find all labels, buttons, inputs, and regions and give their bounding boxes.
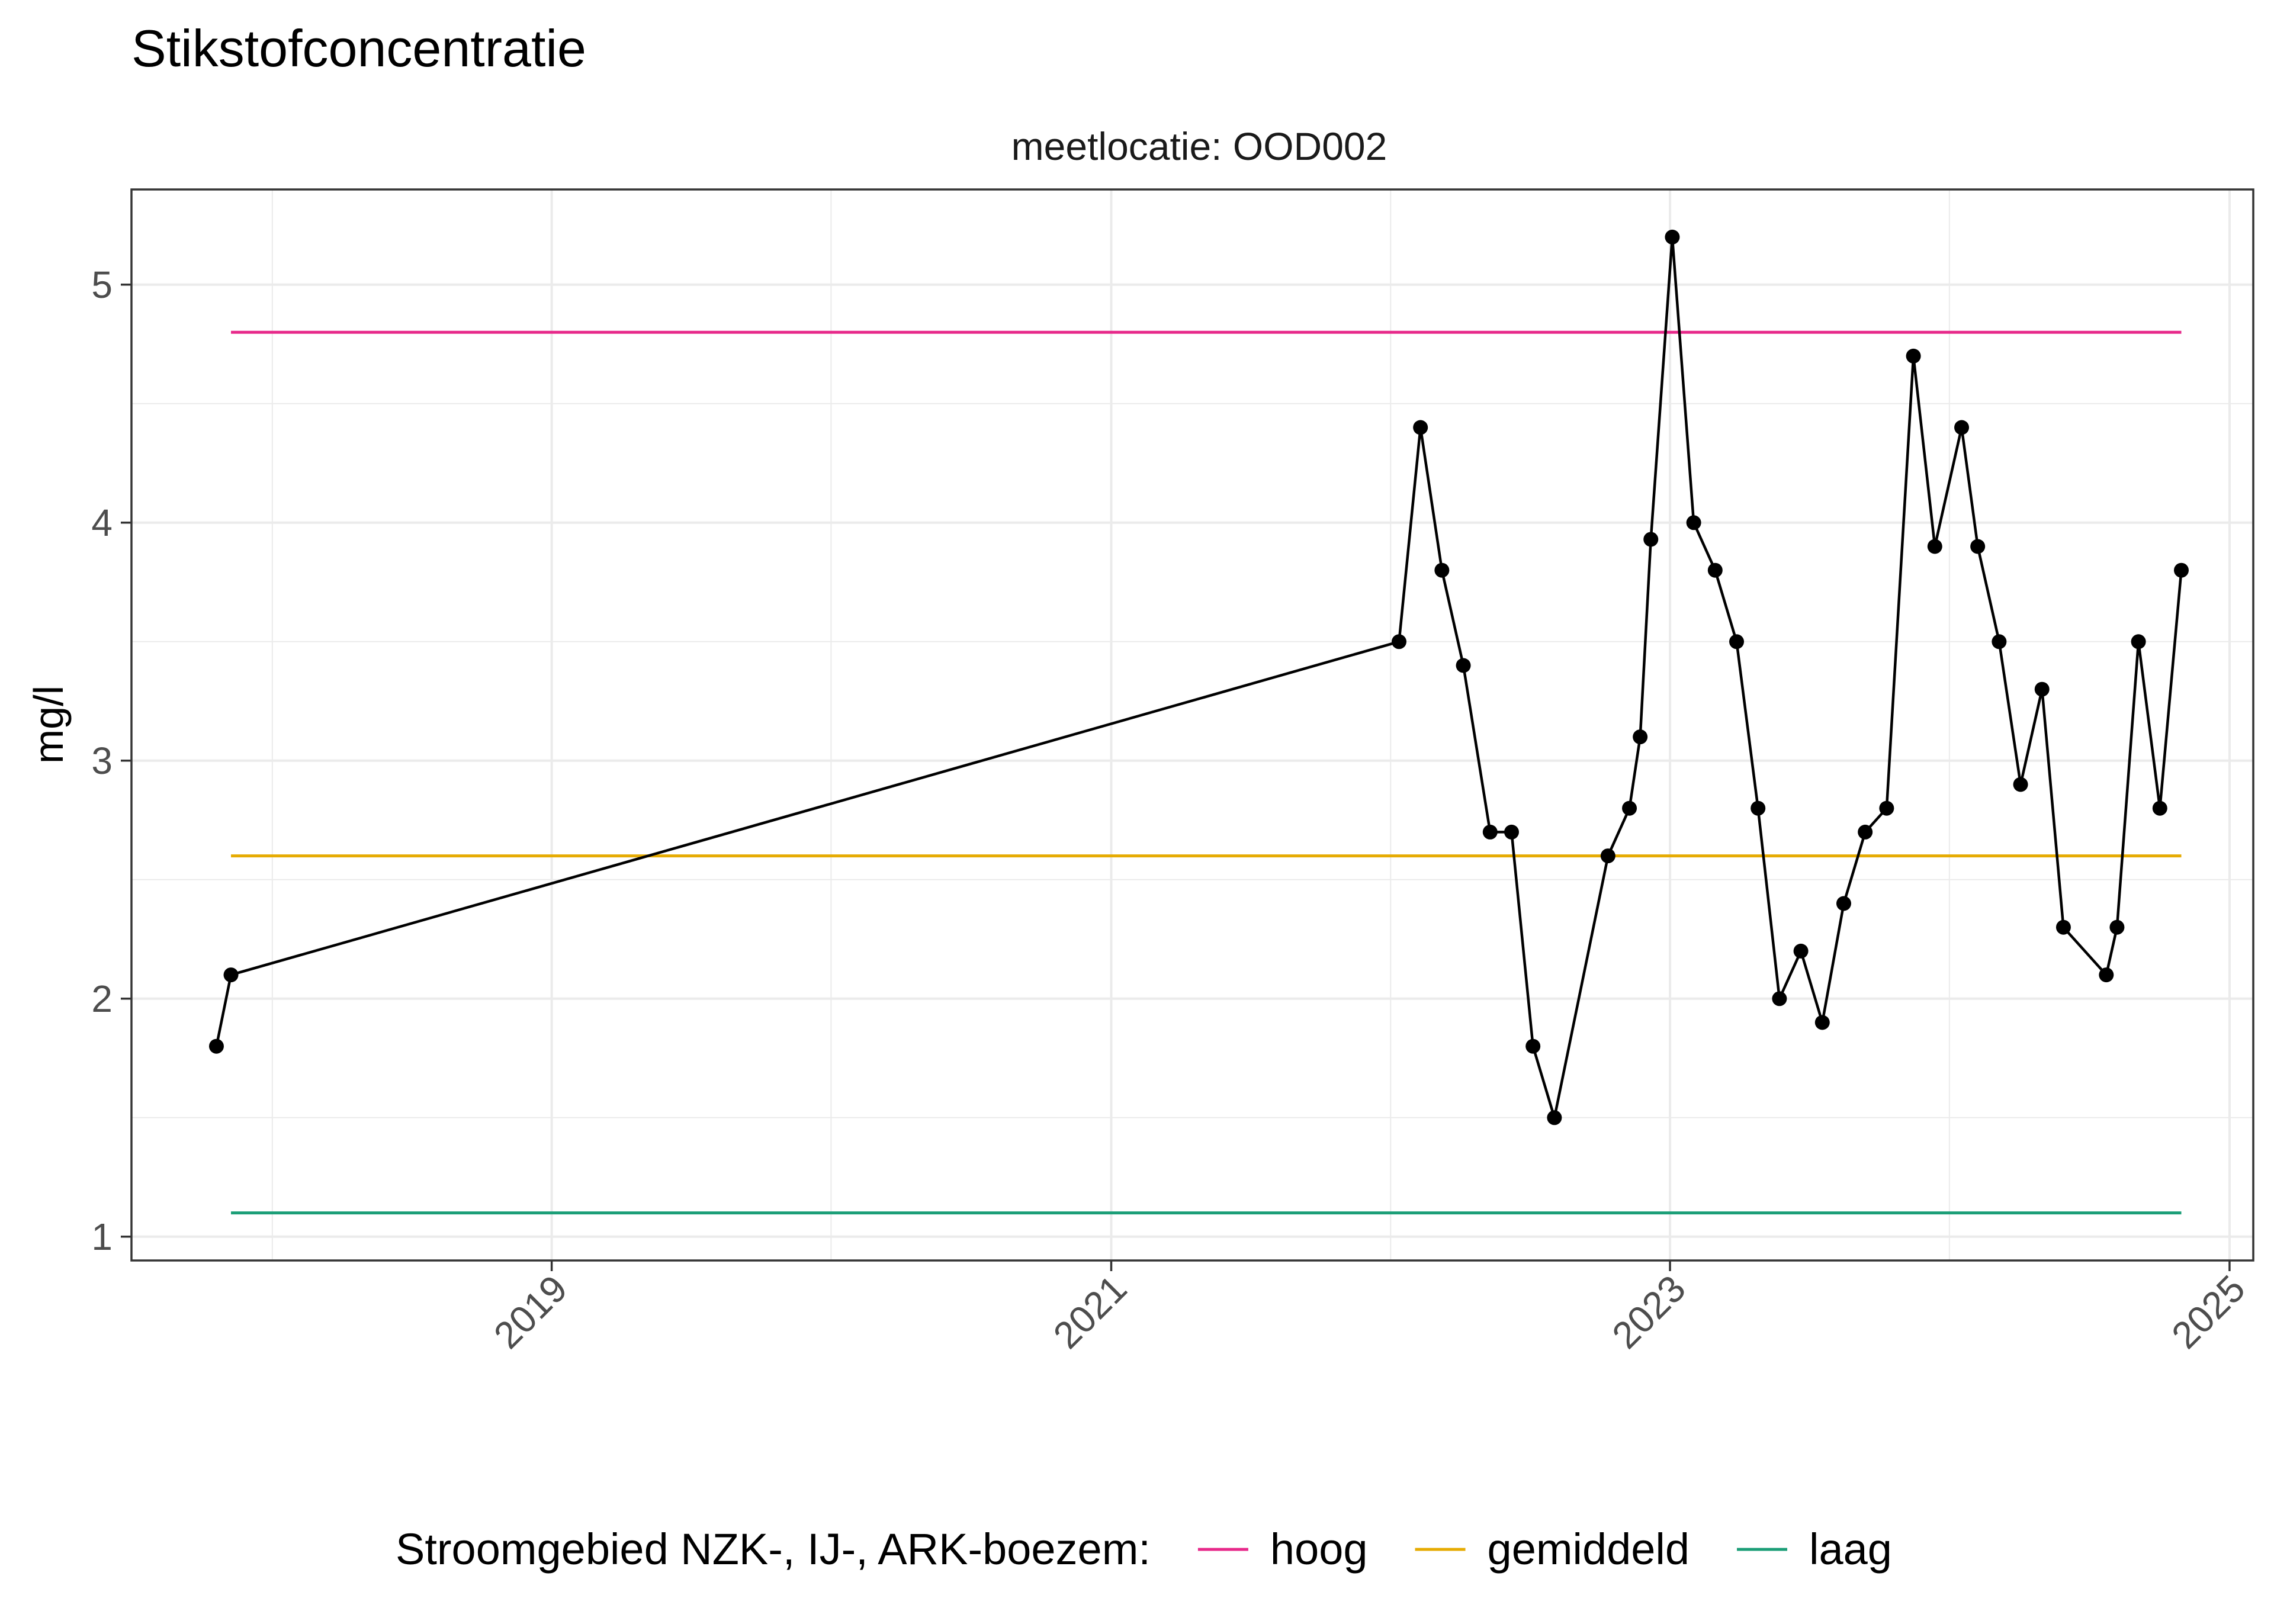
data-point — [1879, 800, 1894, 816]
data-point — [1992, 634, 2007, 649]
plot-panel-border — [130, 188, 2254, 1262]
chart-subtitle: meetlocatie: OOD002 — [1011, 124, 1387, 168]
measurement-series — [208, 229, 2189, 1125]
data-point — [208, 1038, 224, 1054]
y-tick-label: 1 — [91, 1215, 113, 1258]
data-point — [1633, 729, 1648, 745]
data-point — [1391, 634, 1406, 649]
x-axis: 2019 2021 2023 2025 — [486, 1260, 2253, 1357]
data-point — [1836, 896, 1851, 911]
data-point — [1707, 562, 1723, 578]
data-point — [1643, 532, 1659, 547]
x-tick-label: 2021 — [1045, 1267, 1135, 1357]
y-tick-label: 5 — [91, 263, 113, 306]
legend-label-laag: laag — [1809, 1525, 1892, 1574]
y-tick-label: 3 — [91, 739, 113, 782]
data-point — [2173, 562, 2189, 578]
legend-label-hoog: hoog — [1270, 1525, 1368, 1574]
data-point — [1772, 991, 1787, 1006]
data-point — [2099, 967, 2114, 983]
data-point — [1525, 1038, 1541, 1054]
plot-panel-background — [131, 189, 2253, 1260]
data-point — [1970, 539, 1986, 554]
data-point — [1729, 634, 1745, 649]
x-tick-label: 2023 — [1604, 1267, 1694, 1357]
y-tick-label: 4 — [91, 501, 113, 544]
y-tick-label: 2 — [91, 977, 113, 1020]
data-point — [2152, 800, 2167, 816]
data-point — [1686, 515, 1701, 530]
data-point — [1751, 800, 1766, 816]
legend-title: Stroomgebied NZK-, IJ-, ARK-boezem: — [396, 1525, 1151, 1574]
data-point — [1482, 824, 1498, 840]
data-point — [1927, 539, 1942, 554]
x-tick-label: 2025 — [2163, 1267, 2253, 1357]
data-point — [1600, 848, 1615, 864]
data-point — [2055, 919, 2071, 935]
major-gridlines — [131, 189, 2253, 1260]
y-axis-label: mg/l — [25, 686, 72, 764]
data-point — [2013, 777, 2028, 792]
data-point — [1456, 658, 1471, 673]
data-point — [1665, 229, 1680, 245]
legend-label-gemiddeld: gemiddeld — [1488, 1525, 1690, 1574]
y-axis: 1 2 3 4 5 — [91, 263, 131, 1258]
data-point — [1793, 943, 1809, 959]
chart-title: Stikstofconcentratie — [131, 19, 586, 78]
minor-gridlines — [131, 189, 2253, 1260]
data-point — [223, 967, 239, 983]
data-point — [2034, 681, 2050, 697]
data-point — [1622, 800, 1637, 816]
data-point — [1858, 824, 1873, 840]
data-point — [2109, 919, 2125, 935]
data-point — [1954, 420, 1970, 435]
legend: Stroomgebied NZK-, IJ-, ARK-boezem: hoog… — [396, 1525, 1892, 1574]
data-point — [2131, 634, 2146, 649]
data-point — [1434, 562, 1450, 578]
data-point — [1504, 824, 1520, 840]
reference-lines — [231, 330, 2182, 1215]
x-tick-label: 2019 — [486, 1267, 576, 1357]
data-point — [1814, 1015, 1830, 1030]
data-point — [1906, 348, 1921, 364]
data-point — [1547, 1110, 1562, 1125]
data-point — [1413, 420, 1428, 435]
